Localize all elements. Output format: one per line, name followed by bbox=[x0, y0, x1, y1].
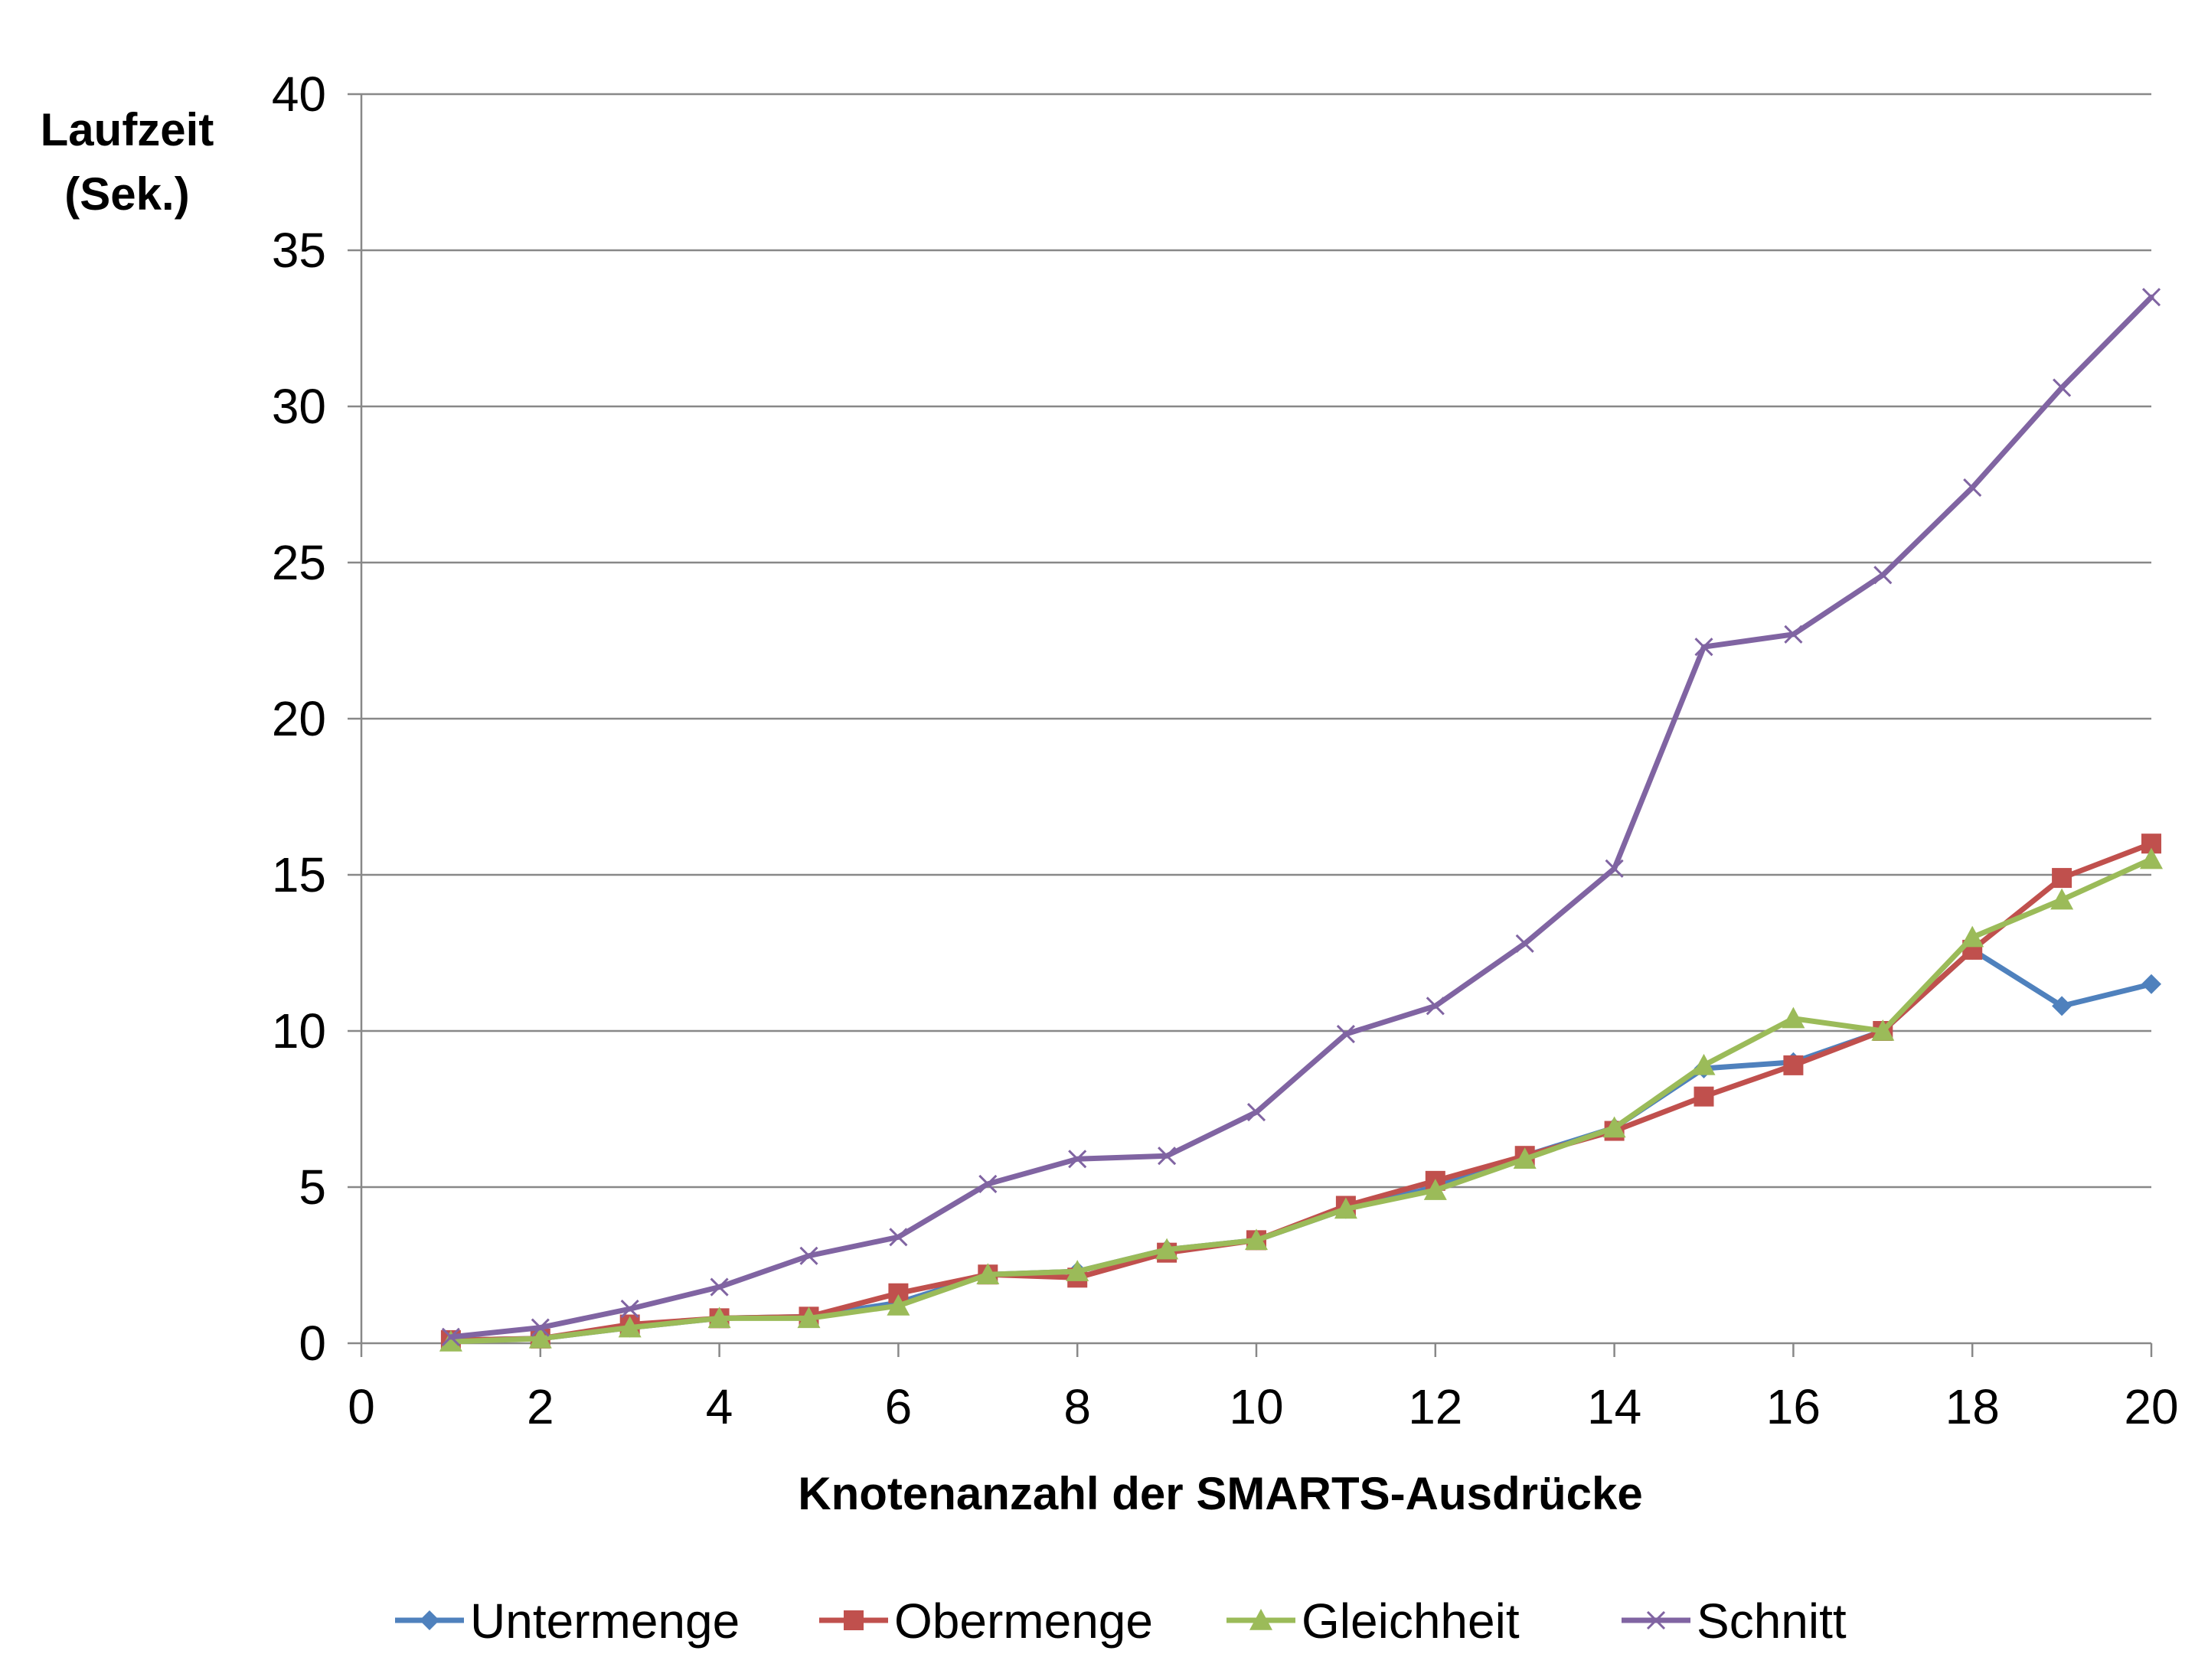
x-tick-label: 10 bbox=[1229, 1379, 1283, 1434]
data-point-schnitt bbox=[1426, 997, 1445, 1016]
series-line-gleichheit bbox=[448, 856, 2154, 1345]
y-axis-label-line-2: (Sek.) bbox=[64, 168, 189, 220]
legend-item-schnitt: Schnitt bbox=[1622, 1594, 1847, 1649]
y-tick-label: 35 bbox=[272, 223, 326, 278]
x-tick-label: 4 bbox=[706, 1379, 733, 1434]
data-point-gleichheit bbox=[1602, 1116, 1626, 1138]
data-point-schnitt bbox=[1694, 638, 1713, 657]
data-point-schnitt bbox=[2141, 288, 2161, 307]
data-point-gleichheit bbox=[1334, 1197, 1357, 1219]
series-obermenge bbox=[440, 833, 2161, 1350]
legend-swatch-marker bbox=[1646, 1610, 1666, 1630]
data-point-schnitt bbox=[620, 1300, 639, 1319]
legend-item-gleichheit: Gleichheit bbox=[1226, 1594, 1520, 1649]
legend-swatch-marker bbox=[1249, 1609, 1272, 1630]
legend-item-obermenge: Obermenge bbox=[819, 1594, 1153, 1649]
data-point-gleichheit bbox=[1871, 1019, 1895, 1041]
legend-label: Obermenge bbox=[894, 1594, 1153, 1649]
series-line-untermenge bbox=[448, 947, 2154, 1343]
data-point-gleichheit bbox=[1066, 1260, 1089, 1281]
data-point-untermenge bbox=[2052, 996, 2072, 1016]
data-point-gleichheit bbox=[1245, 1228, 1268, 1251]
series-gleichheit bbox=[439, 847, 2163, 1352]
data-point-schnitt bbox=[799, 1246, 818, 1265]
legend-item-untermenge: Untermenge bbox=[395, 1594, 740, 1649]
legend: Untermenge Obermenge Gleichheit Schnitt bbox=[395, 1594, 1847, 1649]
x-tick-label: 20 bbox=[2124, 1379, 2178, 1434]
data-point-gleichheit bbox=[618, 1316, 642, 1338]
data-point-gleichheit bbox=[887, 1294, 910, 1316]
y-tick-label: 25 bbox=[272, 535, 326, 590]
data-point-schnitt bbox=[710, 1277, 729, 1297]
y-tick-label: 40 bbox=[272, 67, 326, 122]
x-tick-label: 12 bbox=[1408, 1379, 1462, 1434]
legend-swatch-marker bbox=[844, 1610, 864, 1630]
data-point-schnitt bbox=[441, 1327, 460, 1346]
data-point-schnitt bbox=[1158, 1147, 1177, 1166]
x-tick-label: 18 bbox=[1945, 1379, 2000, 1434]
data-point-gleichheit bbox=[2050, 888, 2074, 910]
y-tick-label: 15 bbox=[272, 847, 326, 902]
data-point-schnitt bbox=[889, 1228, 908, 1247]
y-tick-label: 30 bbox=[272, 379, 326, 434]
data-point-gleichheit bbox=[1692, 1053, 1716, 1075]
x-tick-label: 6 bbox=[885, 1379, 913, 1434]
data-point-schnitt bbox=[2053, 378, 2072, 397]
data-point-schnitt bbox=[1605, 859, 1624, 878]
data-point-schnitt bbox=[1246, 1103, 1266, 1122]
legend-label: Schnitt bbox=[1697, 1594, 1847, 1649]
x-tick-label: 0 bbox=[348, 1379, 375, 1434]
data-point-gleichheit bbox=[2140, 847, 2163, 869]
data-point-gleichheit bbox=[1782, 1006, 1805, 1029]
series-line-obermenge bbox=[448, 840, 2154, 1343]
data-point-gleichheit bbox=[439, 1329, 462, 1352]
data-point-schnitt bbox=[531, 1318, 550, 1337]
y-tick-label: 10 bbox=[272, 1003, 326, 1059]
data-point-untermenge bbox=[2141, 974, 2161, 994]
series-line-schnitt bbox=[448, 294, 2154, 1340]
axes bbox=[348, 93, 2153, 1357]
series-lines bbox=[439, 288, 2163, 1352]
data-point-gleichheit bbox=[1155, 1238, 1179, 1260]
data-point-schnitt bbox=[978, 1174, 998, 1193]
data-point-obermenge bbox=[1783, 1055, 1804, 1075]
data-point-gleichheit bbox=[1513, 1147, 1537, 1169]
legend-label: Gleichheit bbox=[1302, 1594, 1520, 1649]
legend-swatch-marker bbox=[420, 1610, 439, 1630]
y-tick-label: 20 bbox=[272, 691, 326, 746]
data-point-gleichheit bbox=[1961, 925, 1984, 948]
y-tick-label: 5 bbox=[299, 1160, 326, 1215]
legend-label: Untermenge bbox=[470, 1594, 740, 1649]
data-point-schnitt bbox=[1336, 1025, 1355, 1044]
gridlines bbox=[361, 93, 2151, 1189]
x-axis-label: Knotenanzahl der SMARTS-Ausdrücke bbox=[798, 1468, 1642, 1519]
data-point-gleichheit bbox=[1423, 1179, 1447, 1200]
data-point-schnitt bbox=[1873, 566, 1893, 585]
data-point-schnitt bbox=[1963, 478, 1982, 497]
x-tick-label: 16 bbox=[1766, 1379, 1821, 1434]
y-axis-label-line-1: Laufzeit bbox=[41, 104, 214, 155]
data-point-gleichheit bbox=[797, 1306, 821, 1329]
data-point-gleichheit bbox=[707, 1306, 731, 1329]
data-point-obermenge bbox=[1694, 1086, 1714, 1107]
series-schnitt bbox=[441, 288, 2161, 1346]
series-untermenge bbox=[440, 939, 2161, 1350]
x-tick-label: 2 bbox=[527, 1379, 554, 1434]
data-point-schnitt bbox=[1515, 934, 1534, 953]
x-tick-label: 14 bbox=[1587, 1379, 1641, 1434]
data-point-schnitt bbox=[1784, 625, 1803, 644]
data-point-obermenge bbox=[2052, 868, 2072, 889]
tick-labels: 0 5 10 15 20 25 30 35 40 0 2 4 6 8 10 12 14 16 18 20 bbox=[272, 67, 2179, 1434]
y-tick-label: 0 bbox=[299, 1316, 326, 1371]
data-point-gleichheit bbox=[976, 1263, 1000, 1284]
x-tick-label: 8 bbox=[1063, 1379, 1091, 1434]
data-point-schnitt bbox=[1068, 1150, 1087, 1169]
data-point-gleichheit bbox=[528, 1326, 552, 1349]
